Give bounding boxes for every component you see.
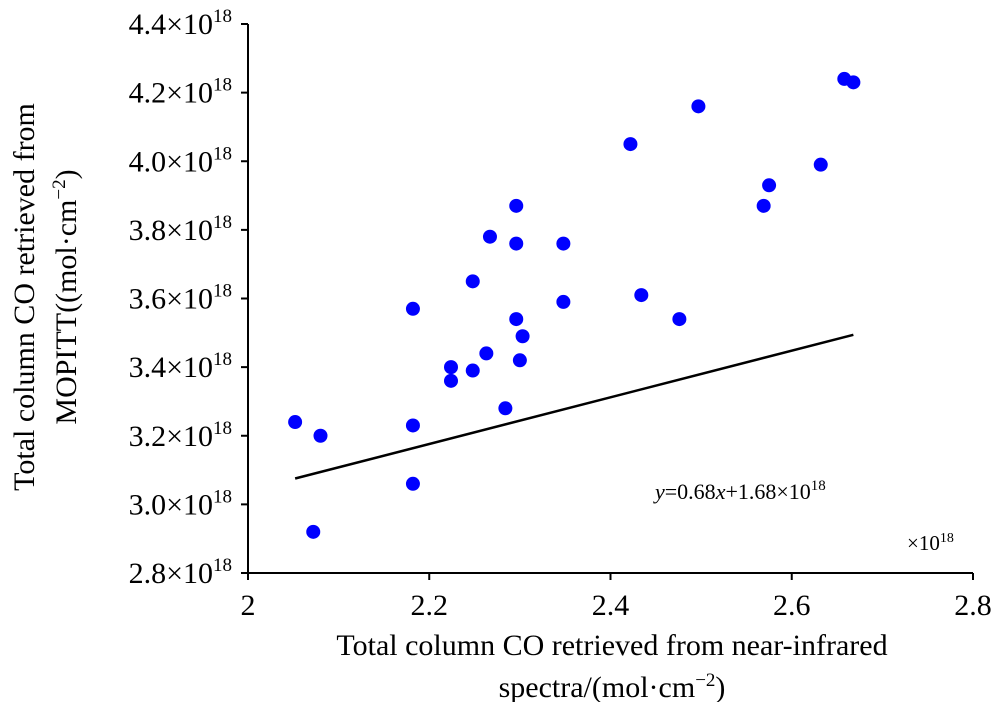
x-axis-title-line2: spectra/(mol·cm−2): [499, 670, 726, 702]
y-tick-label: 3.2×1018: [129, 418, 232, 453]
x-axis-multiplier: ×1018: [907, 531, 954, 555]
y-tick-label: 2.8×1018: [129, 555, 232, 590]
data-point: [498, 401, 513, 416]
x-tick-label: 2.4: [592, 589, 630, 622]
y-axis-title-line2: MOPITT((mol·cm−2): [49, 169, 83, 424]
data-point: [479, 346, 494, 361]
x-axis-title-line1: Total column CO retrieved from near-infr…: [336, 629, 887, 662]
data-point: [465, 274, 480, 289]
axes: [247, 24, 973, 574]
data-point: [672, 312, 687, 327]
data-point: [691, 99, 706, 114]
x-tick-label: 2.8: [954, 589, 992, 622]
y-tick-label: 3.6×1018: [129, 281, 232, 316]
data-point: [288, 415, 303, 430]
data-point: [444, 360, 458, 375]
data-point: [556, 294, 571, 309]
y-tick-label: 4.0×1018: [129, 143, 232, 178]
y-tick-label: 3.4×1018: [129, 349, 232, 384]
x-tick-label: 2.6: [773, 589, 811, 622]
data-points: [288, 71, 861, 539]
y-axis-title-line1: Total column CO retrieved from: [8, 103, 41, 491]
y-tick-label: 3.8×1018: [129, 212, 232, 247]
data-point: [405, 476, 420, 491]
y-ticks: 2.8×1018 3.0×1018 3.2×1018 3.4×1018 3.6×1018…: [129, 6, 248, 590]
data-point: [512, 353, 527, 368]
data-point: [846, 75, 861, 90]
data-point: [634, 288, 649, 303]
y-tick-label: 4.4×1018: [129, 6, 232, 41]
data-point: [509, 236, 524, 251]
x-tick-label: 2: [241, 589, 256, 622]
regression-equation: y=0.68x+1.68×1018: [653, 478, 826, 504]
data-point: [509, 312, 524, 327]
data-point: [405, 301, 420, 316]
data-point: [623, 137, 638, 152]
data-point: [482, 229, 497, 244]
x-tick-label: 2.2: [411, 589, 449, 622]
trendline-group: [294, 333, 854, 480]
y-tick-label: 3.0×1018: [129, 486, 232, 521]
data-point: [813, 157, 828, 172]
data-point: [306, 524, 321, 539]
data-point: [756, 198, 771, 213]
data-point: [509, 198, 524, 213]
x-ticks: 2 2.2 2.4 2.6 2.8: [241, 573, 992, 622]
data-point: [556, 236, 571, 251]
data-point: [762, 178, 777, 193]
y-tick-label: 4.2×1018: [129, 75, 232, 110]
trendline: [294, 333, 854, 480]
data-point: [465, 363, 480, 378]
data-point: [515, 329, 530, 344]
data-point: [313, 428, 328, 443]
data-point: [444, 373, 458, 388]
data-point: [405, 418, 420, 433]
